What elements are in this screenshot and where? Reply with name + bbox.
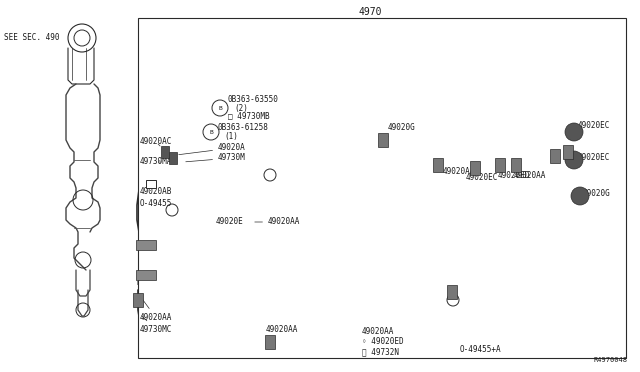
Text: O-49455: O-49455 bbox=[140, 199, 172, 208]
Bar bbox=[136, 240, 156, 250]
Circle shape bbox=[571, 187, 589, 205]
Bar bbox=[169, 152, 177, 164]
Bar bbox=[133, 293, 143, 307]
Text: 49020AA: 49020AA bbox=[140, 298, 172, 323]
Bar bbox=[447, 285, 457, 299]
Text: □ 49730MB: □ 49730MB bbox=[228, 112, 269, 121]
Text: 49020AB: 49020AB bbox=[140, 184, 172, 196]
Bar bbox=[433, 158, 443, 172]
Circle shape bbox=[565, 151, 583, 169]
Text: 49020EC: 49020EC bbox=[466, 168, 499, 183]
Text: 49020EC: 49020EC bbox=[578, 122, 611, 131]
Text: 49020AA: 49020AA bbox=[362, 327, 394, 337]
Bar bbox=[563, 145, 573, 159]
Bar bbox=[265, 335, 275, 349]
Text: SEE SEC. 490: SEE SEC. 490 bbox=[4, 33, 60, 42]
Text: ℓ 49732N: ℓ 49732N bbox=[362, 347, 399, 356]
Text: 49020A: 49020A bbox=[179, 144, 246, 155]
Bar bbox=[161, 146, 169, 158]
Text: 49020AA: 49020AA bbox=[438, 165, 476, 176]
Text: 49730M: 49730M bbox=[186, 154, 246, 163]
Text: 49020AC: 49020AC bbox=[140, 138, 172, 147]
Text: 49020AA: 49020AA bbox=[255, 218, 300, 227]
Bar bbox=[378, 133, 388, 147]
Text: (1): (1) bbox=[224, 131, 238, 141]
Bar bbox=[550, 149, 560, 163]
Text: 49730MC: 49730MC bbox=[140, 316, 172, 334]
Text: R4970048: R4970048 bbox=[594, 357, 628, 363]
Text: ◦ 49020ED: ◦ 49020ED bbox=[362, 337, 404, 346]
Text: 0B363-63550: 0B363-63550 bbox=[228, 96, 279, 105]
Text: 49020ED: 49020ED bbox=[498, 165, 531, 180]
Bar bbox=[470, 161, 480, 175]
Text: B: B bbox=[218, 106, 222, 110]
Text: O-49455+A: O-49455+A bbox=[460, 346, 502, 355]
Text: 49020AA: 49020AA bbox=[514, 167, 547, 180]
Text: 49020EC: 49020EC bbox=[578, 154, 611, 163]
Bar bbox=[511, 158, 521, 172]
Text: 0B363-61258: 0B363-61258 bbox=[218, 124, 269, 132]
Text: 49020AA: 49020AA bbox=[266, 326, 298, 340]
Text: 49020E: 49020E bbox=[216, 218, 244, 227]
Text: 49020G: 49020G bbox=[583, 189, 611, 198]
Bar bbox=[136, 270, 156, 280]
Text: 4970: 4970 bbox=[358, 7, 381, 17]
Text: B: B bbox=[209, 129, 213, 135]
Bar bbox=[495, 158, 505, 172]
Bar bbox=[146, 180, 156, 188]
Text: 49730MA: 49730MA bbox=[140, 157, 172, 167]
Bar bbox=[138, 18, 626, 358]
Text: 49020G: 49020G bbox=[385, 124, 416, 138]
Text: (2): (2) bbox=[234, 103, 248, 112]
Circle shape bbox=[565, 123, 583, 141]
